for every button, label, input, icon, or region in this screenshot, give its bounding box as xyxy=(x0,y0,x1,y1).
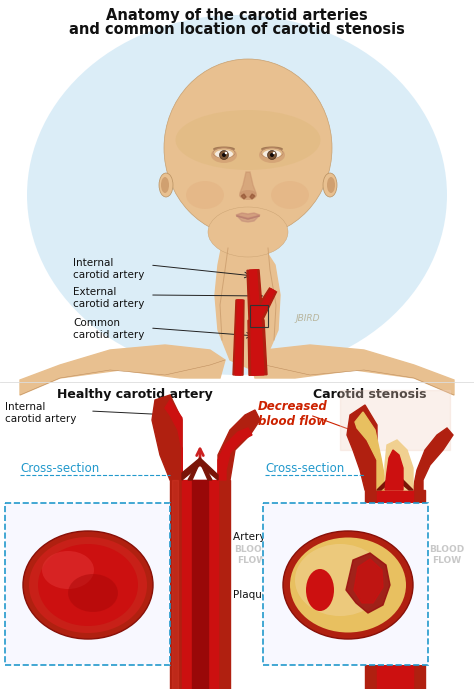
Text: BLOOD
FLOW: BLOOD FLOW xyxy=(234,545,270,565)
Polygon shape xyxy=(152,395,182,480)
Polygon shape xyxy=(218,428,252,480)
Polygon shape xyxy=(192,480,208,689)
Ellipse shape xyxy=(259,147,285,163)
Polygon shape xyxy=(377,490,413,689)
Polygon shape xyxy=(385,450,403,490)
Polygon shape xyxy=(346,553,390,613)
Polygon shape xyxy=(170,480,182,689)
Polygon shape xyxy=(340,390,450,450)
Ellipse shape xyxy=(213,147,235,152)
Text: Carotid stenosis: Carotid stenosis xyxy=(313,388,427,401)
Ellipse shape xyxy=(211,147,237,163)
Ellipse shape xyxy=(271,181,309,209)
Ellipse shape xyxy=(215,150,233,158)
Ellipse shape xyxy=(175,110,320,170)
Polygon shape xyxy=(215,245,280,368)
Ellipse shape xyxy=(68,574,118,612)
Ellipse shape xyxy=(23,531,153,639)
Text: Common
carotid artery: Common carotid artery xyxy=(73,318,145,340)
Polygon shape xyxy=(251,320,264,376)
Bar xyxy=(250,305,268,327)
Ellipse shape xyxy=(323,173,337,197)
Polygon shape xyxy=(165,400,182,480)
Ellipse shape xyxy=(261,148,283,158)
Polygon shape xyxy=(354,559,383,603)
Text: Plaque: Plaque xyxy=(233,590,268,600)
Polygon shape xyxy=(365,490,377,689)
Polygon shape xyxy=(241,194,246,199)
Ellipse shape xyxy=(27,15,447,375)
Ellipse shape xyxy=(273,152,275,154)
Polygon shape xyxy=(218,480,230,689)
Polygon shape xyxy=(188,458,212,480)
Bar xyxy=(5,503,170,665)
Ellipse shape xyxy=(222,153,226,157)
Ellipse shape xyxy=(38,544,138,626)
Text: JBIRD: JBIRD xyxy=(296,313,320,322)
Ellipse shape xyxy=(225,152,227,154)
Polygon shape xyxy=(20,345,225,395)
Ellipse shape xyxy=(263,150,281,158)
Text: and common location of carotid stenosis: and common location of carotid stenosis xyxy=(69,22,405,37)
Polygon shape xyxy=(377,472,413,490)
Ellipse shape xyxy=(270,153,274,157)
Text: Cross-section: Cross-section xyxy=(265,462,344,475)
Polygon shape xyxy=(236,213,260,218)
Ellipse shape xyxy=(219,150,228,159)
Polygon shape xyxy=(413,428,453,490)
Polygon shape xyxy=(247,269,263,320)
Ellipse shape xyxy=(159,173,173,197)
Polygon shape xyxy=(355,412,385,490)
Ellipse shape xyxy=(290,537,406,633)
Polygon shape xyxy=(385,440,413,490)
Polygon shape xyxy=(172,480,178,689)
Ellipse shape xyxy=(261,147,283,152)
Ellipse shape xyxy=(29,537,147,633)
Polygon shape xyxy=(237,216,259,222)
Polygon shape xyxy=(250,345,454,395)
Polygon shape xyxy=(250,194,255,199)
Polygon shape xyxy=(347,405,377,490)
Polygon shape xyxy=(182,458,218,480)
Ellipse shape xyxy=(283,531,413,639)
Ellipse shape xyxy=(213,148,235,158)
Text: External
carotid artery: External carotid artery xyxy=(73,287,145,309)
Ellipse shape xyxy=(208,207,288,257)
Polygon shape xyxy=(251,288,276,323)
Ellipse shape xyxy=(161,177,169,193)
Text: Internal
carotid artery: Internal carotid artery xyxy=(5,402,76,424)
Text: Healthy carotid artery: Healthy carotid artery xyxy=(57,388,213,401)
Polygon shape xyxy=(413,490,425,689)
Text: Internal
carotid artery: Internal carotid artery xyxy=(73,258,145,280)
Polygon shape xyxy=(240,172,256,197)
Polygon shape xyxy=(253,289,275,322)
Polygon shape xyxy=(249,270,260,320)
Text: Decreased
blood flow: Decreased blood flow xyxy=(258,400,328,428)
Ellipse shape xyxy=(239,190,257,200)
Text: Artery wall: Artery wall xyxy=(233,532,290,542)
Ellipse shape xyxy=(306,569,334,611)
Polygon shape xyxy=(248,320,267,376)
Polygon shape xyxy=(218,410,260,480)
Ellipse shape xyxy=(295,544,385,616)
Polygon shape xyxy=(235,300,243,375)
Text: BLOOD
FLOW: BLOOD FLOW xyxy=(429,545,465,565)
Ellipse shape xyxy=(327,177,335,193)
Bar xyxy=(263,503,428,665)
Ellipse shape xyxy=(42,551,94,589)
Ellipse shape xyxy=(164,59,332,237)
Text: Anatomy of the carotid arteries: Anatomy of the carotid arteries xyxy=(106,8,368,23)
Polygon shape xyxy=(182,480,218,689)
Polygon shape xyxy=(233,300,244,375)
Text: Cross-section: Cross-section xyxy=(20,462,99,475)
Ellipse shape xyxy=(267,150,276,159)
Ellipse shape xyxy=(186,181,224,209)
